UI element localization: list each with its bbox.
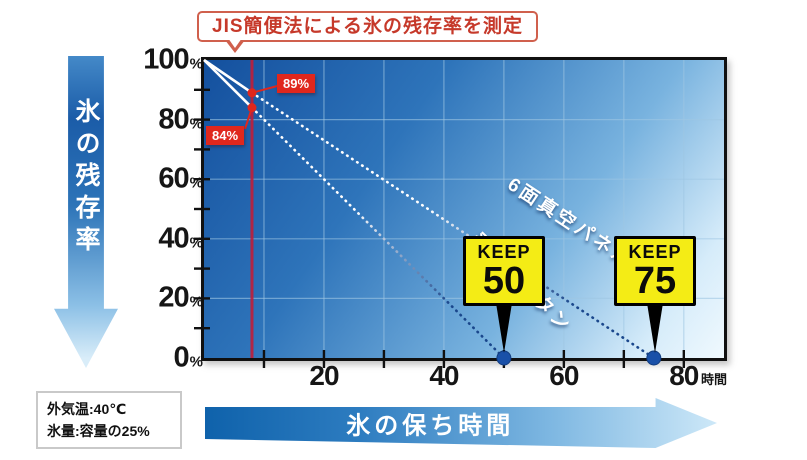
x-axis-unit: 時間 [701,372,728,387]
keep-75-badge: KEEP 75 [614,236,696,306]
series-line-dotted [250,106,506,360]
y-tick-label: 100% [143,44,203,77]
x-axis-arrow: 氷の保ち時間 [205,398,717,448]
x-tick-label: 80 [669,360,699,391]
y-tick-label: 40% [158,222,203,255]
x-tick-label: 40 [429,360,459,391]
y-tick-value: 60 [158,162,189,195]
chart-title-bubble: JIS簡便法による氷の残存率を測定 [197,11,538,53]
condition-ice-amount: 氷量:容量の25% [47,423,150,439]
annotation-84-percent: 84% [206,126,245,145]
condition-ambient-temp: 外気温:40℃ [47,401,127,417]
test-conditions-box: 外気温:40℃ 氷量:容量の25% [36,391,182,449]
y-tick-value: 80 [158,103,189,136]
y-tick-label: 60% [158,163,203,196]
y-tick-value: 20 [158,281,189,314]
keep-50-value: 50 [482,260,526,302]
x-tick-label: 60 [549,360,579,391]
keep-50-prefix: KEEP [477,242,531,262]
measured-point-dot [247,88,257,98]
x-tick-label: 20 [309,360,339,391]
series-line-solid [203,59,253,109]
y-tick-value: 0 [173,341,190,374]
annotation-89-percent: 89% [277,74,316,93]
plot-area: 6面真空パネル 発泡ウレタン [194,57,727,368]
y-tick-label: 80% [158,103,203,136]
chart-canvas [194,58,724,368]
endpoint-dot [496,350,512,366]
y-tick-unit: % [189,55,203,73]
series-line-dotted [250,91,656,360]
endpoint-dot [646,350,662,366]
keep-75-prefix: KEEP [628,242,682,262]
keep-50-badge: KEEP 50 [463,236,545,306]
y-tick-label: 20% [158,282,203,315]
y-tick-label: 0% [174,342,203,375]
y-tick-value: 40 [158,222,189,255]
y-tick-value: 100 [143,43,189,76]
y-axis-tick-labels: 100% 80% 60% 40% 20% 0% [90,0,203,460]
series-line-solid [203,58,253,94]
measured-point-dot [247,103,257,113]
annotation-connector [251,84,282,94]
y-axis-title: 氷の残存率 [72,98,100,258]
y-tick-unit: % [189,353,203,371]
x-axis-title: 氷の保ち時間 [346,412,515,440]
chart-title: JIS簡便法による氷の残存率を測定 [212,16,523,37]
keep-75-value: 75 [633,260,677,302]
